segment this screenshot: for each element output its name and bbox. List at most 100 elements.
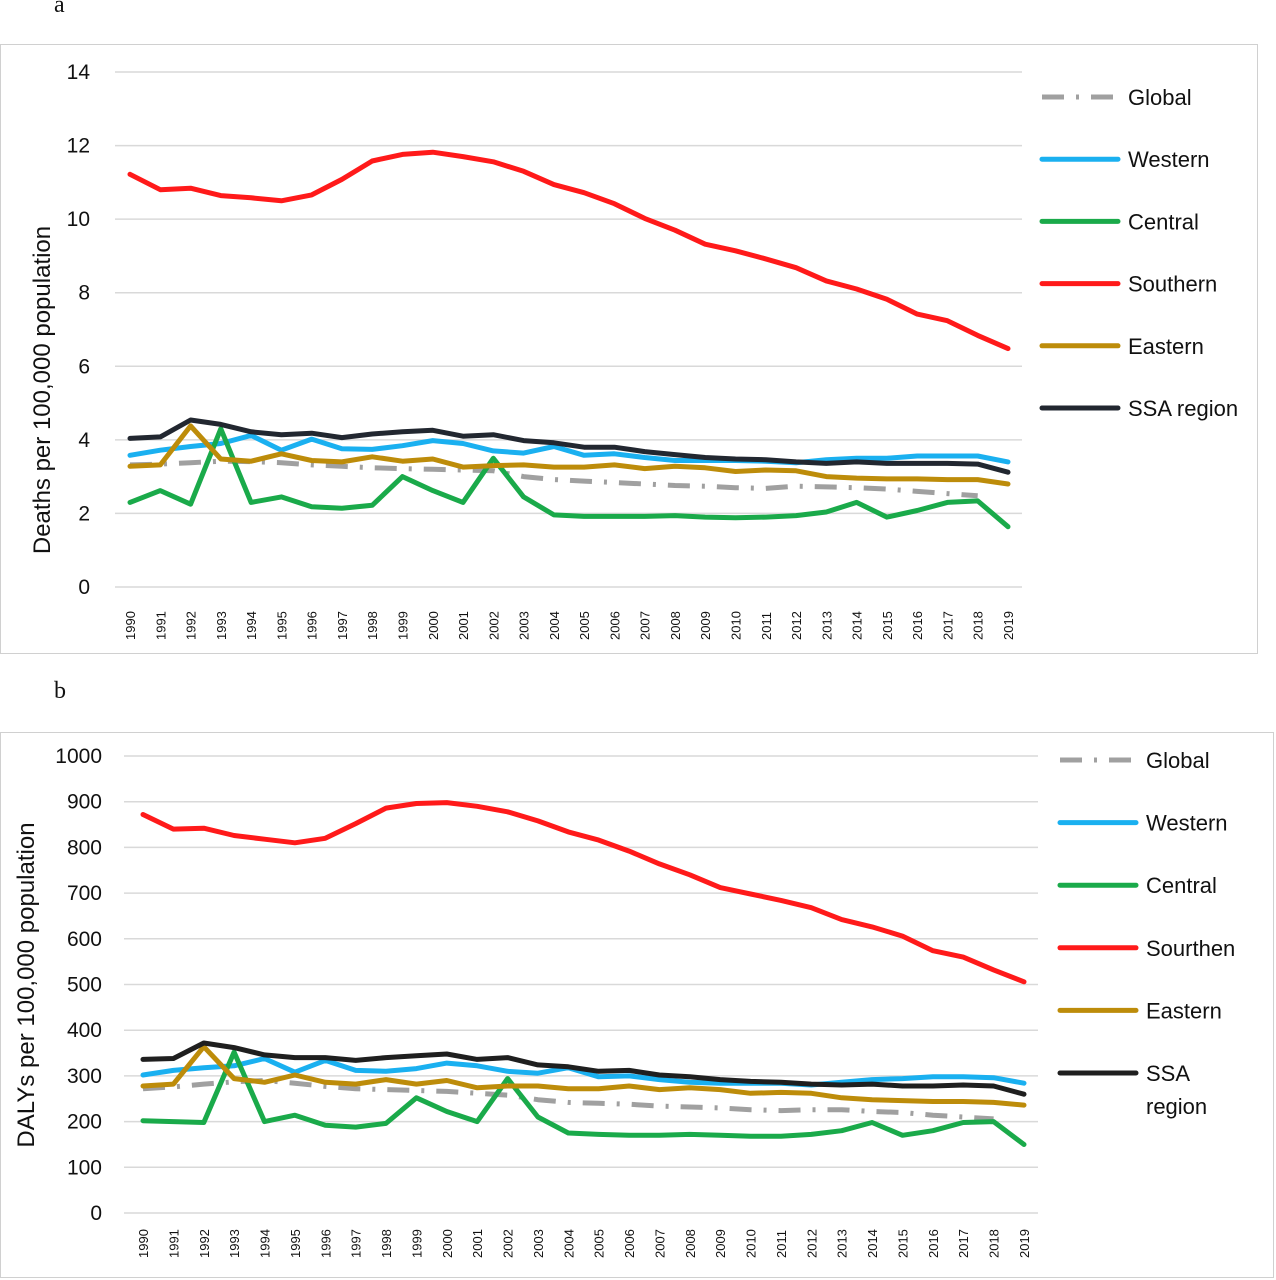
- legend-label: SSA region: [1146, 1061, 1207, 1119]
- x-tick-label: 1996: [305, 611, 320, 640]
- x-tick-label: 1999: [409, 1229, 424, 1258]
- series-line-ssa-region: [127, 417, 1011, 475]
- series-line-eastern: [127, 423, 1011, 487]
- y-tick-label: 200: [67, 1111, 102, 1134]
- x-tick-label: 2017: [940, 611, 955, 640]
- x-tick-label: 2014: [865, 1229, 880, 1258]
- x-tick-label: 1998: [365, 611, 380, 640]
- y-tick-label: 100: [67, 1156, 102, 1179]
- x-tick-label: 2013: [819, 611, 834, 640]
- legend-label-line: Eastern: [1128, 334, 1204, 359]
- x-tick-label: 2005: [592, 1229, 607, 1258]
- x-tick-label: 2018: [971, 611, 986, 640]
- x-tick-label: 2005: [577, 611, 592, 640]
- x-tick-label: 1992: [184, 611, 199, 640]
- series-line-southern: [127, 149, 1011, 352]
- series-line-global: [142, 1078, 994, 1122]
- legend-label: Central: [1146, 873, 1217, 898]
- series-line-central: [127, 426, 1011, 530]
- x-tick-label: 2010: [729, 611, 744, 640]
- x-tick-label: 2001: [456, 611, 471, 640]
- legend-label-line: Global: [1146, 748, 1210, 773]
- x-tick-label: 1997: [349, 1229, 364, 1258]
- x-tick-label: 2008: [683, 1229, 698, 1258]
- series-line-ssa-region: [140, 1040, 1027, 1097]
- x-tick-label: 2001: [470, 1229, 485, 1258]
- legend-label: Southern: [1128, 272, 1217, 297]
- x-tick-label: 2006: [607, 611, 622, 640]
- x-tick-label: 2007: [652, 1229, 667, 1258]
- legend-label: Eastern: [1146, 998, 1222, 1023]
- legend-label: Eastern: [1128, 334, 1204, 359]
- x-tick-label: 2003: [531, 1229, 546, 1258]
- x-tick-label: 2011: [759, 612, 774, 640]
- x-tick-label: 1993: [214, 611, 229, 640]
- legend-label-line: Global: [1128, 85, 1192, 110]
- x-tick-label: 1992: [197, 1229, 212, 1258]
- x-tick-label: 2019: [1017, 1229, 1032, 1258]
- series-line-western: [140, 1056, 1027, 1088]
- legend-label-line: Central: [1128, 209, 1199, 234]
- y-tick-label: 14: [67, 61, 91, 84]
- x-tick-label: 2012: [789, 611, 804, 640]
- x-tick-label: 2004: [547, 611, 562, 640]
- legend-label-line: Central: [1146, 873, 1217, 898]
- x-tick-label: 1994: [258, 1229, 273, 1258]
- series-line-western: [127, 432, 1011, 466]
- x-tick-label: 1995: [274, 611, 289, 640]
- y-tick-label: 500: [67, 974, 102, 997]
- legend-label-line: Sourthen: [1146, 936, 1235, 961]
- y-tick-label: 4: [78, 429, 90, 452]
- x-tick-label: 2019: [1001, 611, 1016, 640]
- x-tick-label: 1999: [395, 611, 410, 640]
- panel-b-label: b: [54, 678, 66, 704]
- y-tick-label: 12: [67, 135, 90, 158]
- x-tick-label: 2009: [698, 611, 713, 640]
- x-tick-label: 2002: [486, 611, 501, 640]
- x-tick-label: 1998: [379, 1229, 394, 1258]
- y-tick-label: 6: [78, 355, 90, 378]
- y-tick-label: 600: [67, 928, 102, 951]
- y-tick-label: 0: [78, 576, 90, 599]
- x-tick-label: 2011: [774, 1230, 789, 1258]
- x-tick-label: 2007: [638, 611, 653, 640]
- legend-label-line: region: [1146, 1094, 1207, 1119]
- chart-a-frame: [0, 44, 1258, 654]
- series-line-eastern: [140, 1044, 1027, 1108]
- y-axis-label: Deaths per 100,000 population: [29, 226, 56, 554]
- x-tick-label: 1991: [166, 1229, 181, 1258]
- y-tick-label: 10: [67, 208, 90, 231]
- x-tick-label: 1990: [136, 1229, 151, 1258]
- x-tick-label: 2002: [501, 1229, 516, 1258]
- x-tick-label: 1996: [318, 1229, 333, 1258]
- chart-b: 0 100 200 300 400 500 600 700 800 900 1000 DALYs pe…: [13, 745, 1235, 1258]
- x-tick-label: 2010: [744, 1229, 759, 1258]
- chart-b-frame: [0, 732, 1274, 1278]
- y-tick-label: 400: [67, 1019, 102, 1042]
- y-axis-label: DALYs per 100,000 population: [13, 822, 40, 1147]
- x-tick-label: 2000: [440, 1229, 455, 1258]
- y-tick-label: 900: [67, 791, 102, 814]
- x-tick-label: 2012: [804, 1229, 819, 1258]
- legend-label: Western: [1128, 147, 1210, 172]
- x-tick-label: 1994: [244, 611, 259, 640]
- x-tick-label: 1991: [153, 611, 168, 640]
- chart-a: 0 2 4 6 8 10 12 14 Deaths per 100,000 population…: [29, 61, 1238, 640]
- legend-label-line: SSA: [1146, 1061, 1190, 1086]
- x-tick-label: 2016: [926, 1229, 941, 1258]
- series-line-sourthen: [140, 800, 1027, 985]
- series-line-global: [129, 458, 978, 499]
- x-tick-label: 2008: [668, 611, 683, 640]
- x-tick-label: 2000: [426, 611, 441, 640]
- y-tick-label: 700: [67, 882, 102, 905]
- x-tick-label: 1990: [123, 611, 138, 640]
- x-tick-label: 2014: [850, 611, 865, 640]
- y-tick-label: 1000: [55, 745, 102, 768]
- y-tick-label: 0: [90, 1202, 102, 1225]
- x-tick-label: 1997: [335, 611, 350, 640]
- legend-label: Global: [1146, 748, 1210, 773]
- y-tick-label: 800: [67, 836, 102, 859]
- legend-label-line: Eastern: [1146, 998, 1222, 1023]
- x-tick-label: 2015: [880, 611, 895, 640]
